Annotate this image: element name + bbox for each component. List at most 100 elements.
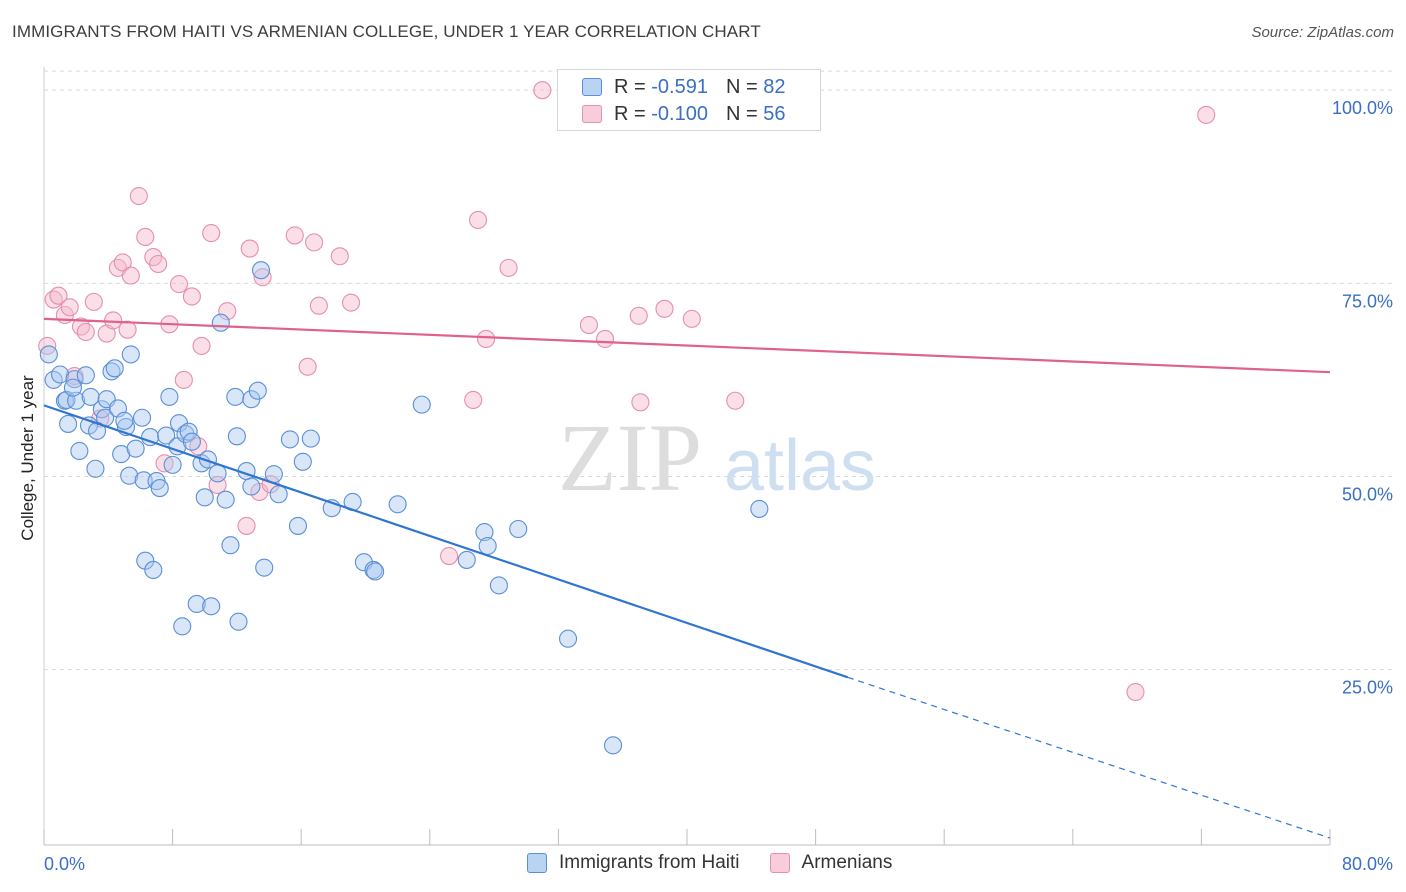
armenians-point (579, 315, 598, 335)
haiti-point (179, 422, 198, 441)
x-tick-label: 80.0% (1342, 854, 1393, 874)
legend-item-label: Armenians (801, 852, 893, 873)
armenians-trend-line (43, 317, 1331, 374)
armenians-point (174, 370, 193, 389)
source-label: Source: ZipAtlas.com (1251, 24, 1394, 41)
grid-lines (44, 70, 1392, 671)
armenians-point (97, 324, 116, 343)
armenians-point (113, 253, 132, 272)
armenians-point (121, 266, 140, 285)
armenians-point (49, 286, 68, 305)
haiti-point (144, 560, 163, 580)
armenians-point (189, 437, 208, 456)
haiti-point (81, 387, 100, 406)
haiti-swatch (582, 78, 602, 96)
armenians-point (129, 186, 148, 206)
haiti-point (120, 466, 139, 485)
axes (43, 67, 1331, 846)
watermark: ZIP atlas (558, 404, 876, 511)
haiti-point (59, 414, 78, 433)
haiti-point (366, 562, 385, 581)
haiti-point (121, 345, 140, 364)
armenians-point (84, 292, 103, 311)
haiti-point (182, 432, 201, 451)
haiti-point (198, 450, 218, 469)
armenians-point (726, 391, 745, 410)
tick-labels: 25.0% 50.0% 75.0% 100.0% 0.0% 80.0% (44, 98, 1393, 874)
haiti-point (216, 490, 235, 509)
legend-n-value: 56 (763, 102, 786, 125)
haiti-point (288, 516, 308, 535)
correlation-legend: R = -0.591 N = 82 R = -0.100 N = 56 (557, 69, 821, 131)
legend-r-label: R = (614, 75, 646, 98)
haiti-point (457, 550, 476, 569)
watermark-atlas: atlas (724, 426, 876, 506)
armenians-point (218, 302, 237, 321)
legend-r-label: R = (614, 102, 646, 125)
legend-row-armenians: R = -0.100 N = 56 (582, 102, 785, 126)
haiti-point (133, 408, 152, 427)
haiti-point (141, 428, 160, 447)
haiti-point (126, 439, 145, 458)
y-tick-label: 50.0% (1342, 484, 1393, 504)
armenians-point (192, 336, 211, 355)
haiti-point (208, 464, 227, 483)
armenians-point (533, 81, 552, 100)
haiti-point (229, 612, 248, 631)
armenians-swatch (769, 853, 790, 873)
haiti-point (478, 536, 497, 556)
armenians-swatch (582, 105, 602, 123)
armenians-point (298, 357, 317, 376)
trend-lines (43, 317, 1331, 839)
haiti-point (388, 495, 407, 514)
haiti-point (509, 519, 528, 539)
haiti-point (76, 366, 95, 385)
legend-item-haiti[interactable]: Immigrants from Haiti (527, 852, 740, 874)
armenians-point (136, 227, 155, 247)
chart-title: IMMIGRANTS FROM HAITI VS ARMENIAN COLLEG… (12, 22, 761, 41)
haiti-point (63, 378, 82, 397)
haiti-point (251, 261, 271, 280)
legend-row-haiti: R = -0.591 N = 82 (582, 75, 785, 99)
haiti-point (280, 430, 299, 449)
legend-r-value: -0.591 (651, 75, 708, 98)
armenians-point (60, 298, 79, 317)
haiti-point (134, 471, 153, 490)
haiti-point (301, 429, 320, 448)
haiti-point (242, 477, 261, 496)
haiti-point (226, 387, 245, 406)
armenians-point (305, 233, 324, 252)
armenians-point (71, 317, 91, 336)
armenians-point (1126, 682, 1145, 702)
legend-item-label: Immigrants from Haiti (559, 852, 740, 873)
haiti-point (105, 359, 124, 378)
haiti-point (293, 452, 312, 471)
haiti-point (221, 536, 240, 555)
armenians-point (629, 306, 648, 325)
armenians-point (309, 296, 328, 315)
haiti-point (187, 594, 206, 614)
y-tick-label: 25.0% (1342, 678, 1393, 698)
haiti-point (150, 479, 169, 498)
haiti-point (489, 576, 508, 595)
series-legend: Immigrants from Haiti Armenians (527, 852, 922, 874)
haiti-point (157, 426, 176, 445)
armenians-point (1197, 105, 1216, 124)
haiti-point (202, 597, 221, 616)
haiti-point (102, 362, 121, 381)
armenians-point (182, 287, 201, 306)
legend-item-armenians[interactable]: Armenians (769, 852, 893, 874)
watermark-zip: ZIP (558, 404, 702, 511)
haiti-trend-line (43, 404, 849, 679)
armenians-point (464, 390, 483, 410)
haiti-point (227, 427, 246, 446)
haiti-point (604, 736, 623, 755)
y-tick-label: 75.0% (1342, 291, 1393, 311)
haiti-swatch (527, 853, 547, 873)
armenians-point (682, 309, 701, 328)
haiti-point (255, 558, 274, 577)
armenians-point (253, 268, 272, 287)
haiti-point (51, 365, 70, 384)
legend-n-value: 82 (763, 75, 786, 98)
